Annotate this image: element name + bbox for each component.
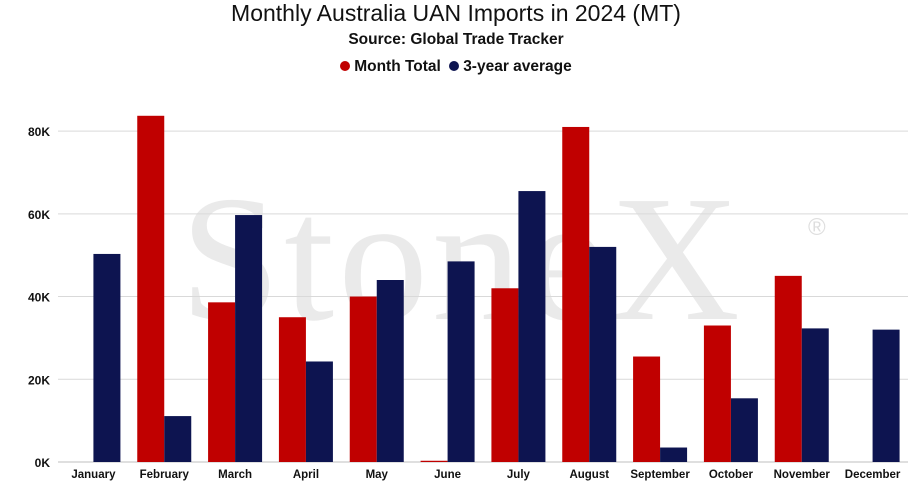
y-tick-label: 20K (28, 373, 50, 387)
bar-3-year-average-march (235, 215, 263, 462)
chart-subtitle: Source: Global Trade Tracker (348, 31, 564, 48)
x-tick-label: January (71, 469, 116, 481)
x-tick-label: December (845, 469, 901, 481)
bar-3-year-average-september (660, 447, 688, 462)
legend-item-month-total[interactable]: Month Total (340, 58, 441, 76)
x-tick-label: April (293, 469, 319, 481)
legend-label-3-year-average: 3-year average (463, 58, 572, 75)
y-tick-label: 80K (28, 125, 50, 139)
y-axis: 0K 20K 40K 60K 80K (28, 125, 50, 470)
bar-month-total-april (278, 317, 306, 462)
bar-3-year-average-december (872, 329, 900, 462)
bar-month-total-june (420, 460, 448, 462)
y-tick-label: 0K (35, 456, 51, 470)
x-axis: January February March April May June July Augu… (71, 469, 901, 481)
gridlines (58, 130, 908, 463)
x-tick-label: November (774, 469, 831, 481)
x-tick-label: June (434, 469, 461, 481)
bar-month-total-february (137, 115, 165, 462)
chart-title: Monthly Australia UAN Imports in 2024 (M… (231, 0, 681, 26)
legend-item-3-year-average[interactable]: 3-year average (449, 58, 572, 76)
x-tick-label: September (630, 469, 690, 481)
bar-month-total-march (208, 302, 236, 462)
y-tick-label: 60K (28, 208, 50, 222)
bar-3-year-average-february (164, 416, 192, 462)
legend-swatch-month-total (340, 61, 351, 71)
bar-month-total-july (491, 288, 519, 462)
bar-month-total-november (774, 275, 802, 462)
x-tick-label: March (218, 469, 252, 481)
x-tick-label: August (569, 469, 609, 481)
bar-month-total-august (562, 126, 590, 463)
bar-3-year-average-july (518, 191, 546, 462)
bar-month-total-may (349, 296, 377, 462)
bar-month-total-september (633, 356, 661, 462)
bar-3-year-average-april (305, 361, 333, 462)
bar-3-year-average-august (589, 246, 617, 462)
bar-3-year-average-november (801, 328, 829, 462)
bar-3-year-average-january (93, 253, 121, 462)
legend-swatch-3-year-average (449, 61, 460, 71)
x-tick-label: February (140, 469, 190, 481)
bar-month-total-october (703, 325, 731, 462)
chart-legend: Month Total 3-year average (0, 58, 912, 76)
bar-3-year-average-october (730, 398, 758, 462)
x-tick-label: October (709, 469, 754, 481)
bars (93, 115, 900, 463)
bar-3-year-average-may (376, 280, 404, 462)
x-tick-label: May (366, 469, 389, 481)
y-tick-label: 40K (28, 291, 50, 305)
legend-label-month-total: Month Total (354, 58, 441, 75)
bar-3-year-average-june (447, 261, 475, 462)
x-tick-label: July (507, 469, 531, 481)
